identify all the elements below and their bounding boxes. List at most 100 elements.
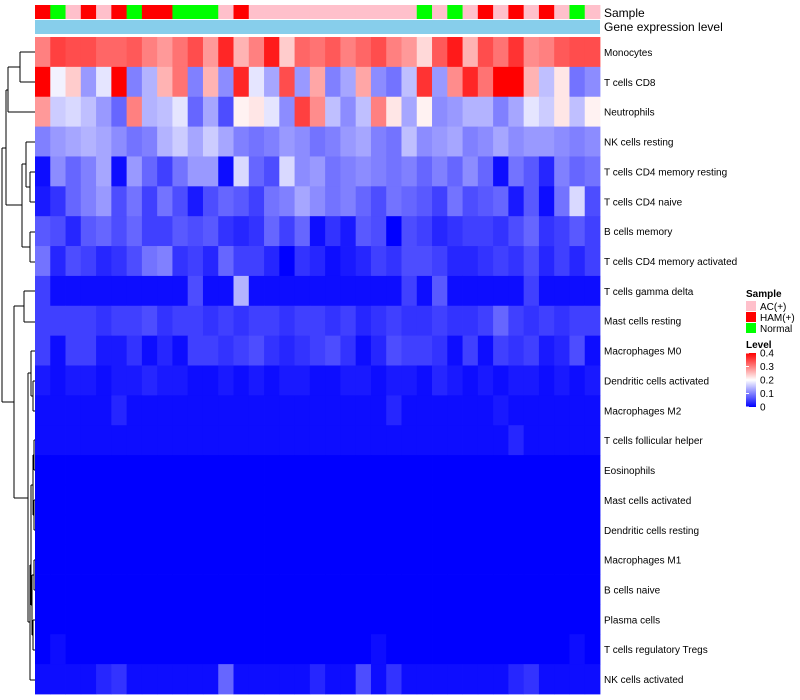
heatmap-cell (325, 484, 341, 516)
heatmap-cell (80, 156, 97, 187)
heatmap-cell (50, 634, 66, 665)
heatmap-cell (35, 156, 51, 187)
heatmap-cell (340, 96, 357, 127)
heatmap-cell (355, 96, 372, 127)
heatmap-cell (325, 544, 341, 575)
heatmap-cell (432, 514, 448, 546)
heatmap-cell (218, 66, 234, 98)
heatmap-cell (187, 455, 204, 486)
heatmap-cell (584, 335, 601, 366)
heatmap-cell (264, 634, 280, 665)
heatmap-cell (493, 335, 509, 366)
heatmap-cell (416, 156, 433, 187)
heatmap-cell (370, 425, 387, 456)
heatmap-cell (80, 634, 97, 665)
heatmap-cell (294, 425, 311, 456)
heatmap-cell (477, 216, 494, 247)
heatmap-cell (569, 395, 586, 426)
heatmap-cell (157, 335, 173, 366)
heatmap-cell (493, 634, 509, 665)
heatmap-cell (248, 425, 265, 456)
heatmap-cell (447, 37, 463, 68)
heatmap-cell (65, 216, 82, 247)
heatmap-cell (447, 186, 463, 217)
sample-annotation-track (35, 5, 601, 34)
heatmap-cell (279, 634, 295, 665)
heatmap-cell (233, 305, 250, 337)
heatmap-cell (80, 604, 97, 635)
heatmap-cell (35, 275, 51, 307)
heatmap-cell (141, 96, 158, 127)
heatmap-cell (96, 246, 112, 277)
heatmap-cell (187, 96, 204, 127)
heatmap-cell (157, 66, 173, 98)
heatmap-cell (462, 335, 479, 366)
heatmap-cell (309, 335, 326, 366)
heatmap-cell (386, 664, 402, 695)
heatmap-cell (187, 186, 204, 217)
heatmap-cell (50, 664, 66, 695)
heatmap-cell (584, 455, 601, 486)
heatmap-cell (264, 275, 280, 307)
heatmap-cell (157, 96, 173, 127)
heatmap-cell (141, 664, 158, 695)
heatmap-cell (279, 275, 295, 307)
heatmap-cell (554, 664, 570, 695)
heatmap-cell (157, 484, 173, 516)
heatmap-cell (218, 275, 234, 307)
heatmap-cell (157, 544, 173, 575)
heatmap-cell (50, 395, 66, 426)
heatmap-cell (477, 66, 494, 98)
heatmap-cell (309, 664, 326, 695)
heatmap-cell (50, 37, 66, 68)
heatmap-cell (187, 66, 204, 98)
heatmap-cell (65, 634, 82, 665)
heatmap-cell (248, 574, 265, 605)
heatmap-cell (432, 66, 448, 98)
heatmap-cell (355, 514, 372, 546)
heatmap-cell (294, 186, 311, 217)
heatmap-cell (325, 126, 341, 157)
heatmap-cell (508, 37, 525, 68)
heatmap-cell (141, 37, 158, 68)
heatmap-cell (233, 156, 250, 187)
heatmap-cell (432, 455, 448, 486)
heatmap-cell (50, 246, 66, 277)
heatmap-cell (386, 455, 402, 486)
heatmap-cell (416, 66, 433, 98)
heatmap-cell (432, 574, 448, 605)
heatmap-cell (141, 216, 158, 247)
heatmap-cell (386, 634, 402, 665)
heatmap-cell (554, 96, 570, 127)
heatmap-cell (65, 96, 82, 127)
heatmap-cell (340, 275, 357, 307)
row-label: NK cells activated (604, 675, 683, 686)
heatmap-cell (355, 455, 372, 486)
heatmap-cell (202, 275, 219, 307)
row-label: T cells gamma delta (604, 287, 694, 298)
heatmap-cell (35, 126, 51, 157)
heatmap-cell (50, 514, 66, 546)
heatmap-cell (477, 275, 494, 307)
heatmap-cell (538, 544, 555, 575)
heatmap-cell (233, 66, 250, 98)
heatmap-cell (157, 365, 173, 396)
heatmap-cell (294, 544, 311, 575)
heatmap-cell (325, 455, 341, 486)
heatmap-cell (584, 216, 601, 247)
heatmap-cell (569, 246, 586, 277)
heatmap-cell (432, 634, 448, 665)
heatmap-cell (157, 604, 173, 635)
heatmap-cell (264, 604, 280, 635)
heatmap-cell (462, 186, 479, 217)
heatmap-cell (569, 425, 586, 456)
heatmap-cell (96, 664, 112, 695)
heatmap-cell (111, 455, 128, 486)
heatmap-cell (462, 455, 479, 486)
heatmap-cell (218, 305, 234, 337)
heatmap-cell (309, 455, 326, 486)
heatmap-cell (141, 514, 158, 546)
heatmap-cell (248, 365, 265, 396)
heatmap-cell (141, 425, 158, 456)
